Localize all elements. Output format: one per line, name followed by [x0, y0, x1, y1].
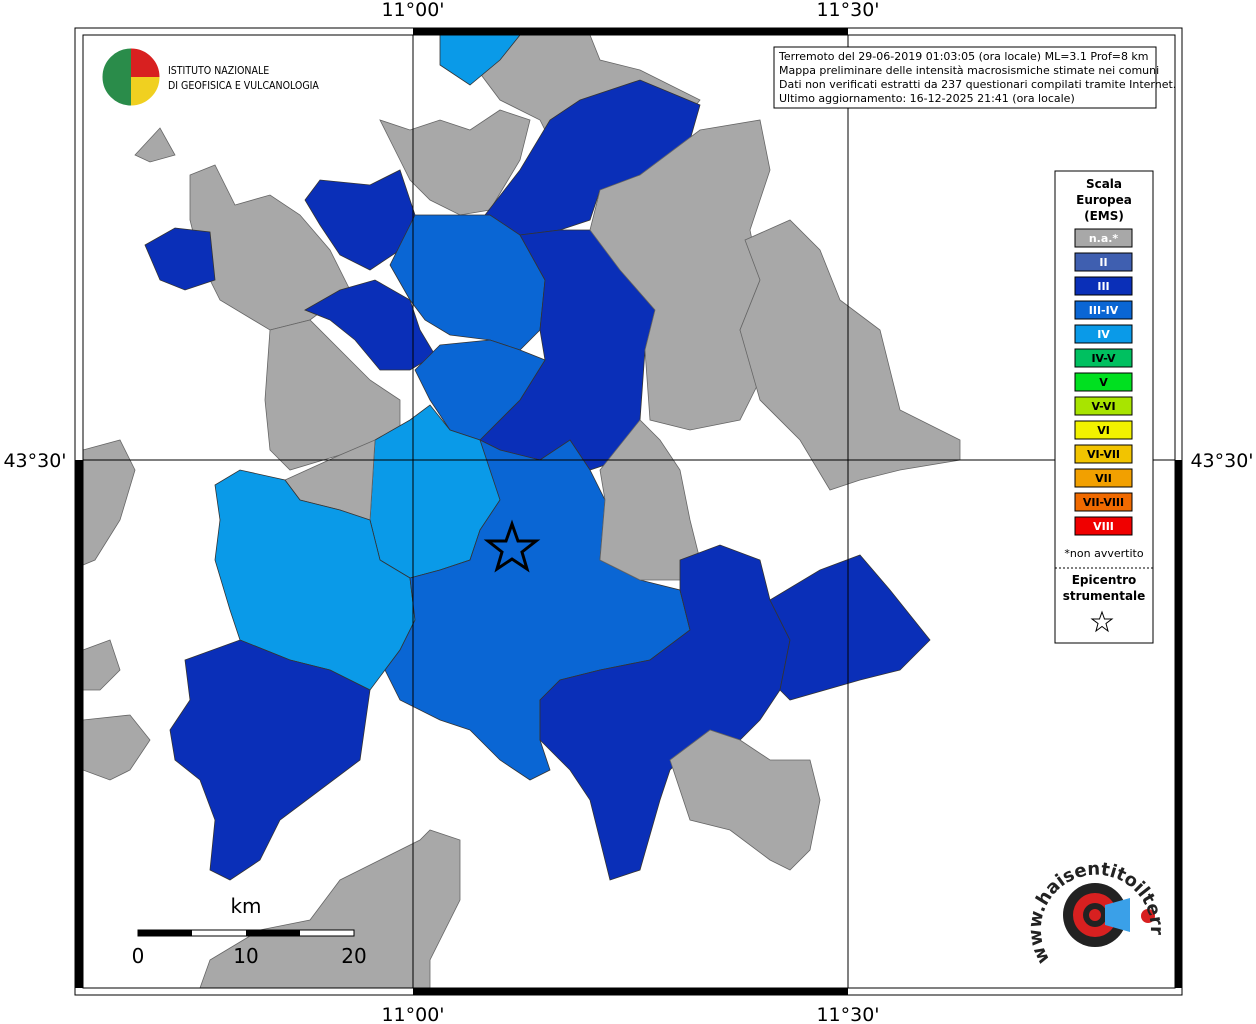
- legend-label: VII-VIII: [1083, 496, 1124, 509]
- legend-label: III-IV: [1089, 304, 1119, 317]
- info-line: Terremoto del 29-06-2019 01:03:05 (ora l…: [778, 50, 1149, 63]
- region: [669, 729, 821, 871]
- scale-label: 20: [341, 944, 366, 968]
- legend-label: VIII: [1093, 520, 1114, 533]
- info-line: Dati non verificati estratti da 237 ques…: [779, 78, 1176, 91]
- legend-swatch: [1074, 228, 1133, 248]
- region: [169, 639, 371, 881]
- coord-label: 11°30': [816, 0, 879, 21]
- coord-label: 43°30': [3, 450, 66, 472]
- legend-swatch: [1074, 492, 1133, 512]
- coord-label: 43°30': [1190, 450, 1253, 472]
- coord-label: 11°00': [381, 1004, 444, 1024]
- scale-label: 0: [132, 944, 145, 968]
- legend-label: n.a.*: [1089, 232, 1119, 245]
- frame: [74, 27, 1183, 996]
- region: [414, 339, 546, 441]
- legend-title: Europea: [1076, 193, 1132, 207]
- legend-label: VII: [1095, 472, 1112, 485]
- region: [144, 227, 216, 291]
- legend-swatch: [1074, 348, 1133, 368]
- region: [379, 109, 531, 216]
- municipalities: [82, 34, 961, 989]
- scale-bar: km 0 10 20: [132, 894, 367, 968]
- legend-label: IV-V: [1091, 352, 1116, 365]
- legend-label: V: [1099, 376, 1108, 389]
- legend-star: [1090, 610, 1114, 633]
- legend-swatch: [1074, 324, 1133, 344]
- info-line: Ultimo aggiornamento: 16-12-2025 21:41 (…: [779, 92, 1075, 105]
- legend-swatch: [1074, 276, 1133, 296]
- legend-swatch: [1074, 300, 1133, 320]
- legend-label: V-VI: [1091, 400, 1115, 413]
- region: [769, 554, 931, 701]
- ingv-logo: ISTITUTO NAZIONALE DI GEOFISICA E VULCAN…: [101, 47, 319, 107]
- scale-unit: km: [230, 894, 261, 918]
- legend-title: Scala: [1086, 177, 1122, 191]
- legend-note: *non avvertito: [1064, 547, 1143, 560]
- legend-swatch: [1074, 468, 1133, 488]
- legend-label: III: [1097, 280, 1109, 293]
- coord-label: 11°30': [816, 1004, 879, 1024]
- info-lines: Terremoto del 29-06-2019 01:03:05 (ora l…: [778, 50, 1176, 105]
- info-box: [773, 46, 1157, 109]
- logo-text: DI GEOFISICA E VULCANOLOGIA: [168, 80, 319, 92]
- logo-text: ISTITUTO NAZIONALE: [168, 65, 269, 77]
- legend-swatch: [1074, 420, 1133, 440]
- legend-swatch: [1074, 252, 1133, 272]
- region: [739, 219, 961, 491]
- legend-epicenter: strumentale: [1063, 589, 1146, 603]
- info-line: Mappa preliminare delle intensità macros…: [779, 64, 1159, 77]
- legend-swatch: [1074, 516, 1133, 536]
- legend-label: IV: [1097, 328, 1110, 341]
- scale-label: 10: [233, 944, 258, 968]
- legend-label: VI-VII: [1087, 448, 1120, 461]
- legend-title: (EMS): [1084, 209, 1124, 223]
- legend-swatch: [1074, 444, 1133, 464]
- legend-label: VI: [1097, 424, 1110, 437]
- legend-swatch: [1074, 396, 1133, 416]
- legend-label: II: [1099, 256, 1107, 269]
- graticule: [83, 35, 1175, 988]
- legend-swatch: [1074, 372, 1133, 392]
- region: [384, 439, 691, 781]
- region: [134, 127, 176, 163]
- legend: ScalaEuropea(EMS)n.a.*IIIIIIII-IVIVIV-VV…: [1074, 177, 1133, 536]
- coord-label: 11°00': [381, 0, 444, 21]
- legend-epicenter: Epicentro: [1072, 573, 1137, 587]
- epicenter-star: [483, 519, 541, 573]
